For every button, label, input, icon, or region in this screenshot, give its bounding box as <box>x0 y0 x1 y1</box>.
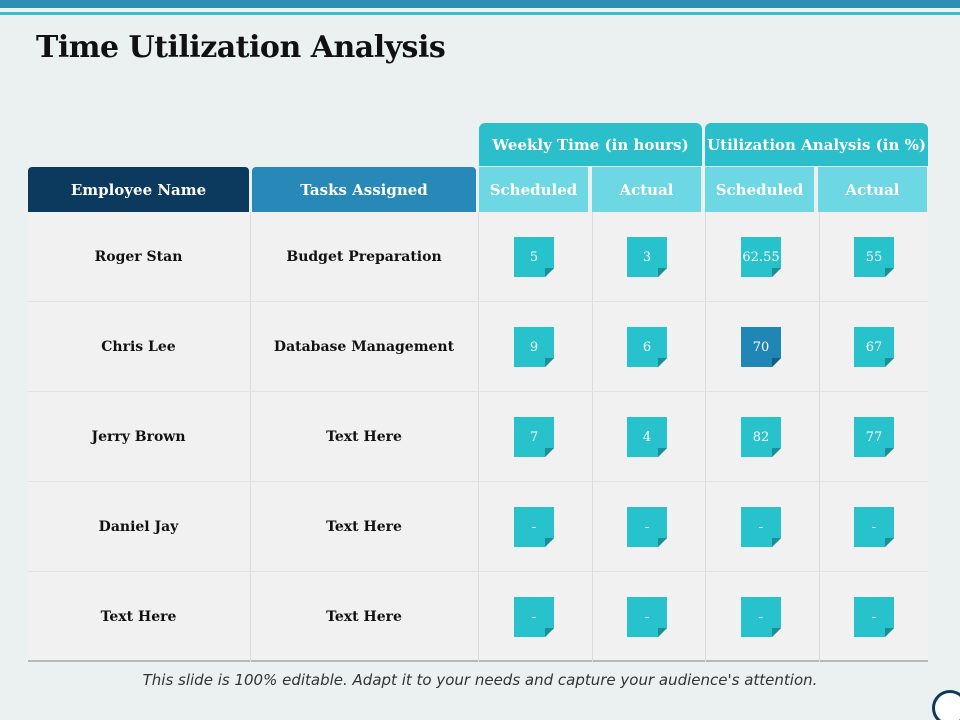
employee-name-cell: Jerry Brown <box>91 429 186 445</box>
table-row: Text Here Text Here - - - - <box>28 572 928 662</box>
header-utilization-analysis: Utilization Analysis (in %) <box>705 123 928 166</box>
top-accent-band <box>0 0 960 8</box>
column-divider <box>819 212 820 662</box>
header-weekly-actual: Actual <box>592 167 701 212</box>
util-scheduled-value: 62.55 <box>741 237 781 277</box>
weekly-scheduled-value: - <box>514 507 554 547</box>
column-divider <box>478 212 479 662</box>
weekly-actual-value: 3 <box>627 237 667 277</box>
util-scheduled-value: - <box>741 597 781 637</box>
column-divider <box>250 212 251 662</box>
util-scheduled-value: - <box>741 507 781 547</box>
weekly-actual-value: - <box>627 507 667 547</box>
header-tasks-assigned: Tasks Assigned <box>252 167 476 212</box>
util-actual-value: 67 <box>854 327 894 367</box>
header-employee-name: Employee Name <box>28 167 249 212</box>
header-util-actual: Actual <box>818 167 927 212</box>
task-cell: Database Management <box>273 339 455 355</box>
table-row: Chris Lee Database Management 9 6 70 67 <box>28 302 928 392</box>
weekly-scheduled-value: - <box>514 597 554 637</box>
util-actual-value: 55 <box>854 237 894 277</box>
util-scheduled-value: 70 <box>741 327 781 367</box>
page-title: Time Utilization Analysis <box>36 30 446 65</box>
task-cell: Text Here <box>326 519 402 535</box>
slide-corner-icon <box>932 690 960 720</box>
column-divider <box>705 212 706 662</box>
employee-name-cell: Roger Stan <box>94 249 183 265</box>
task-cell: Budget Preparation <box>286 249 442 265</box>
data-table: Roger Stan Budget Preparation 5 3 62.55 … <box>28 212 928 662</box>
table-row: Daniel Jay Text Here - - - - <box>28 482 928 572</box>
weekly-actual-value: 6 <box>627 327 667 367</box>
util-actual-value: - <box>854 597 894 637</box>
header-util-scheduled: Scheduled <box>705 167 814 212</box>
table-row: Roger Stan Budget Preparation 5 3 62.55 … <box>28 212 928 302</box>
table-row: Jerry Brown Text Here 7 4 82 77 <box>28 392 928 482</box>
footer-caption: This slide is 100% editable. Adapt it to… <box>142 671 818 689</box>
weekly-actual-value: - <box>627 597 667 637</box>
employee-name-cell: Text Here <box>100 609 177 625</box>
util-actual-value: 77 <box>854 417 894 457</box>
header-weekly-scheduled: Scheduled <box>479 167 588 212</box>
header-weekly-time: Weekly Time (in hours) <box>479 123 702 166</box>
weekly-scheduled-value: 9 <box>514 327 554 367</box>
top-accent-line <box>0 12 960 15</box>
weekly-scheduled-value: 7 <box>514 417 554 457</box>
util-scheduled-value: 82 <box>741 417 781 457</box>
task-cell: Text Here <box>326 609 402 625</box>
weekly-scheduled-value: 5 <box>514 237 554 277</box>
task-cell: Text Here <box>326 429 402 445</box>
column-divider <box>592 212 593 662</box>
util-actual-value: - <box>854 507 894 547</box>
employee-name-cell: Chris Lee <box>101 339 176 355</box>
weekly-actual-value: 4 <box>627 417 667 457</box>
employee-name-cell: Daniel Jay <box>98 519 179 535</box>
